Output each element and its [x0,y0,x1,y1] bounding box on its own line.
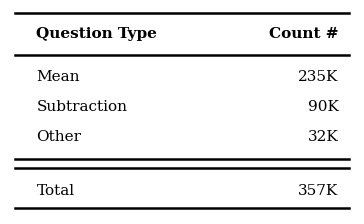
Text: Question Type: Question Type [36,27,157,41]
Text: 357K: 357K [298,183,339,198]
Text: 32K: 32K [308,130,339,144]
Text: 235K: 235K [298,70,339,84]
Text: 90K: 90K [308,100,339,114]
Text: Total: Total [36,183,75,198]
Text: Subtraction: Subtraction [36,100,127,114]
Text: Other: Other [36,130,82,144]
Text: Mean: Mean [36,70,80,84]
Text: Count #: Count # [269,27,339,41]
